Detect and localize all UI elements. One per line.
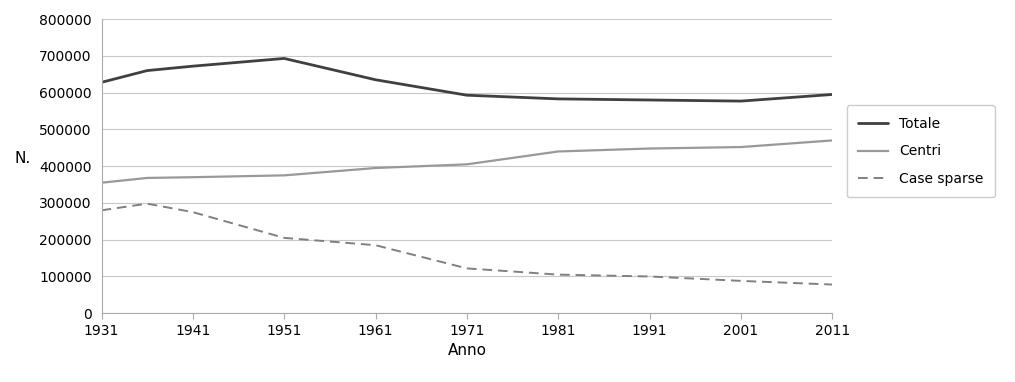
Line: Totale: Totale	[102, 58, 832, 101]
Centri	[187, 175, 199, 180]
Case sparse	[461, 266, 473, 271]
X-axis label: Anno: Anno	[448, 343, 486, 358]
Totale	[826, 92, 838, 97]
Case sparse	[552, 272, 564, 277]
Line: Centri: Centri	[102, 141, 832, 183]
Centri	[369, 166, 382, 170]
Centri	[644, 146, 656, 151]
Case sparse	[644, 274, 656, 279]
Case sparse	[141, 201, 153, 206]
Y-axis label: N.: N.	[14, 151, 30, 166]
Centri	[141, 176, 153, 180]
Centri	[95, 180, 108, 185]
Totale	[552, 97, 564, 101]
Case sparse	[187, 210, 199, 214]
Centri	[735, 145, 747, 149]
Legend: Totale, Centri, Case sparse: Totale, Centri, Case sparse	[847, 105, 995, 197]
Case sparse	[369, 243, 382, 248]
Centri	[461, 162, 473, 167]
Centri	[826, 138, 838, 143]
Totale	[735, 99, 747, 104]
Line: Case sparse: Case sparse	[102, 204, 832, 285]
Totale	[278, 56, 290, 61]
Totale	[187, 64, 199, 68]
Totale	[369, 78, 382, 82]
Case sparse	[735, 278, 747, 283]
Totale	[95, 80, 108, 85]
Case sparse	[95, 208, 108, 212]
Totale	[461, 93, 473, 97]
Case sparse	[278, 236, 290, 240]
Centri	[552, 149, 564, 154]
Centri	[278, 173, 290, 178]
Totale	[644, 98, 656, 102]
Totale	[141, 68, 153, 73]
Case sparse	[826, 282, 838, 287]
